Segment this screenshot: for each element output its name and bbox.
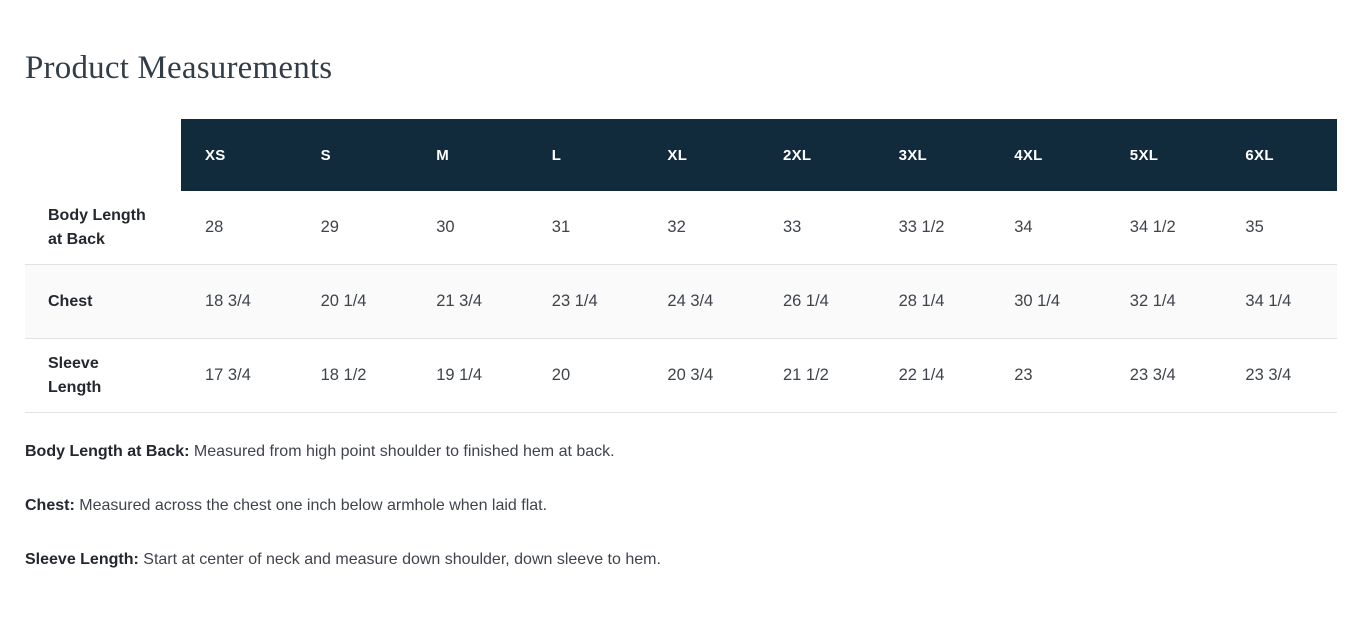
size-column-header-xs: XS bbox=[181, 119, 297, 191]
measurement-definitions: Body Length at Back: Measured from high … bbox=[25, 441, 1337, 571]
measurement-cell: 19 1/4 bbox=[436, 366, 483, 384]
definition-chest: Chest: Measured across the chest one inc… bbox=[25, 495, 1337, 517]
definition-description: Measured across the chest one inch below… bbox=[79, 497, 548, 514]
definition-term: Sleeve Length: bbox=[25, 551, 139, 568]
measurement-cell: 33 bbox=[782, 218, 802, 236]
definition-term: Chest: bbox=[25, 497, 75, 514]
measurement-cell: 20 bbox=[551, 366, 571, 384]
row-label: Body Length at Back bbox=[48, 206, 146, 248]
measurement-cell: 34 1/4 bbox=[1245, 292, 1292, 310]
measurement-cell: 23 3/4 bbox=[1129, 366, 1176, 384]
table-row-body-length: Body Length at Back 28 29 30 31 32 33 33… bbox=[25, 191, 1337, 265]
measurement-cell: 28 bbox=[205, 218, 224, 236]
measurement-cell: 18 3/4 bbox=[205, 292, 251, 310]
table-row-sleeve-length: Sleeve Length 17 3/4 18 1/2 19 1/4 20 20… bbox=[25, 339, 1337, 413]
size-column-header-s: S bbox=[296, 119, 413, 191]
size-column-header-6xl: 6XL bbox=[1221, 119, 1337, 191]
size-column-header-2xl: 2XL bbox=[758, 119, 875, 191]
measurement-cell: 29 bbox=[320, 218, 339, 236]
measurement-cell: 30 bbox=[436, 218, 455, 236]
measurement-cell: 32 bbox=[667, 218, 686, 236]
size-column-header-xl: XL bbox=[643, 119, 759, 191]
measurement-cell: 28 1/4 bbox=[898, 292, 945, 310]
measurement-cell: 26 1/4 bbox=[782, 292, 829, 310]
measurement-cell: 22 1/4 bbox=[898, 366, 945, 384]
header-corner-cell bbox=[25, 119, 181, 191]
measurement-cell: 35 bbox=[1245, 218, 1264, 236]
size-column-header-3xl: 3XL bbox=[874, 119, 991, 191]
size-column-header-4xl: 4XL bbox=[990, 119, 1106, 191]
measurement-cell: 23 1/4 bbox=[551, 292, 598, 310]
measurement-cell: 32 1/4 bbox=[1129, 292, 1176, 310]
table-row-chest: Chest 18 3/4 20 1/4 21 3/4 23 1/4 24 3/4… bbox=[25, 265, 1337, 339]
measurement-cell: 18 1/2 bbox=[320, 366, 367, 384]
size-header-row: XS S M L XL 2XL 3XL 4XL 5XL 6XL bbox=[25, 119, 1337, 191]
measurement-cell: 30 1/4 bbox=[1014, 292, 1061, 310]
size-column-header-m: M bbox=[412, 119, 528, 191]
definition-description: Measured from high point shoulder to fin… bbox=[193, 443, 615, 460]
product-measurements-page: Product Measurements XS S M L XL 2XL 3XL… bbox=[25, 50, 1337, 571]
measurement-cell: 21 3/4 bbox=[436, 292, 483, 310]
definition-term: Body Length at Back: bbox=[25, 443, 190, 460]
measurement-cell: 20 1/4 bbox=[320, 292, 367, 310]
size-chart-table: XS S M L XL 2XL 3XL 4XL 5XL 6XL Body Len… bbox=[25, 119, 1337, 413]
definition-sleeve-length: Sleeve Length: Start at center of neck a… bbox=[25, 549, 1337, 571]
row-label: Chest bbox=[48, 292, 93, 310]
measurement-cell: 21 1/2 bbox=[782, 366, 829, 384]
definition-description: Start at center of neck and measure down… bbox=[143, 551, 661, 568]
measurement-cell: 33 1/2 bbox=[898, 218, 945, 236]
measurement-cell: 23 3/4 bbox=[1245, 366, 1292, 384]
measurement-cell: 20 3/4 bbox=[667, 366, 714, 384]
measurement-cell: 17 3/4 bbox=[205, 366, 251, 384]
measurement-cell: 23 bbox=[1014, 366, 1033, 384]
measurement-cell: 34 bbox=[1014, 218, 1033, 236]
page-title: Product Measurements bbox=[25, 50, 333, 86]
measurement-cell: 24 3/4 bbox=[667, 292, 714, 310]
size-column-header-l: L bbox=[527, 119, 644, 191]
size-column-header-5xl: 5XL bbox=[1105, 119, 1222, 191]
row-label: Sleeve Length bbox=[48, 354, 102, 396]
definition-body-length: Body Length at Back: Measured from high … bbox=[25, 441, 1337, 463]
measurement-cell: 34 1/2 bbox=[1129, 218, 1176, 236]
measurement-cell: 31 bbox=[551, 218, 571, 236]
